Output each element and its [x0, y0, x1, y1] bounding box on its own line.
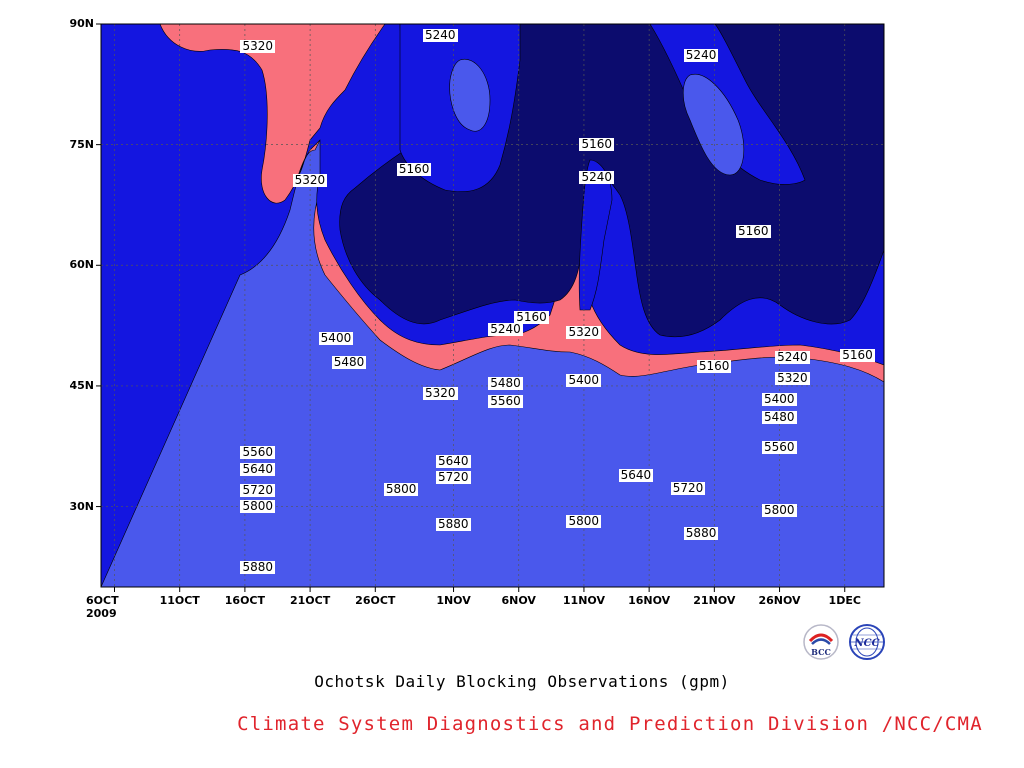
chart-title: Ochotsk Daily Blocking Observations (gpm…	[314, 672, 730, 691]
ncc-logo: NCC	[849, 624, 885, 660]
contour-label: 5160	[696, 359, 732, 374]
contour-label: 5560	[240, 444, 275, 459]
contour-label: 5400	[318, 331, 354, 346]
contour-label: 5480	[331, 355, 367, 370]
y-tick-label: 75N	[69, 137, 94, 151]
contour-label: 5720	[240, 483, 275, 498]
x-tick-label: 6OCT	[86, 594, 119, 607]
x-tick-label: 16OCT	[224, 594, 266, 607]
contour-label: 5400	[762, 392, 797, 407]
contour-label: 5880	[240, 559, 275, 574]
y-tick-label: 45N	[69, 378, 94, 392]
contour-label: 5880	[683, 525, 719, 540]
x-tick-label: 26NOV	[758, 594, 801, 607]
credit-line: Climate System Diagnostics and Predictio…	[237, 713, 983, 735]
contour-label: 5720	[436, 469, 471, 484]
contour-label: 5240	[683, 48, 719, 63]
contour-label: 5480	[488, 376, 523, 391]
x-tick-label: 21NOV	[693, 594, 736, 607]
x-tick-label: 11OCT	[159, 594, 200, 607]
contour-label: 5320	[775, 371, 810, 386]
y-tick-label: 30N	[69, 499, 94, 513]
contour-label: 5480	[762, 410, 797, 425]
contour-label: 5640	[240, 461, 275, 476]
x-tick-label: 11NOV	[562, 594, 605, 607]
contour-label: 5640	[618, 468, 654, 482]
contour-label: 5880	[436, 517, 471, 532]
bcc-logo: BCC	[803, 624, 839, 660]
contour-band-15	[449, 58, 491, 132]
contour-label: 5800	[240, 499, 275, 514]
contour-band-16	[682, 73, 745, 176]
contour-label: 5160	[735, 223, 771, 238]
contour-label: 5160	[396, 162, 432, 177]
logos: BCC NCC	[803, 624, 885, 660]
contour-label: 5240	[775, 349, 810, 364]
contour-label: 5320	[240, 38, 275, 53]
x-tick-label: 6NOV	[501, 594, 536, 607]
plot-frame	[100, 23, 885, 588]
y-tick-label: 60N	[69, 258, 94, 272]
x-tick-label: 26OCT	[355, 594, 396, 607]
contour-label: 5800	[762, 502, 797, 517]
contour-label: 5240	[579, 170, 615, 185]
bcc-logo-text: BCC	[811, 647, 831, 657]
contour-label: 5560	[762, 439, 797, 454]
x-tick-label: 1DEC	[828, 594, 861, 607]
contour-label: 5160	[579, 136, 615, 151]
x-tick-label: 21OCT	[289, 594, 331, 607]
contour-label: 5320	[423, 385, 458, 400]
contour-label: 5240	[423, 28, 458, 43]
contour-label: 5640	[436, 453, 471, 468]
contour-label: 5400	[566, 373, 601, 388]
x-axis-year-label: 2009	[86, 607, 117, 620]
contour-label: 5160	[514, 309, 549, 324]
contour-label: 5320	[292, 172, 328, 187]
y-tick-label: 90N	[69, 17, 94, 30]
x-tick-label: 1NOV	[436, 594, 471, 607]
contour-label: 5320	[566, 324, 601, 339]
ncc-logo-text: NCC	[853, 638, 879, 649]
contour-label: 5720	[670, 480, 706, 495]
contour-label: 5560	[488, 394, 523, 408]
contour-label: 5160	[840, 348, 875, 363]
x-tick-label: 16NOV	[628, 594, 671, 607]
contour-label: 5800	[383, 481, 419, 496]
contour-label: 5800	[566, 513, 601, 528]
contour-label: 5240	[488, 321, 523, 336]
contour-band-17	[578, 159, 613, 311]
